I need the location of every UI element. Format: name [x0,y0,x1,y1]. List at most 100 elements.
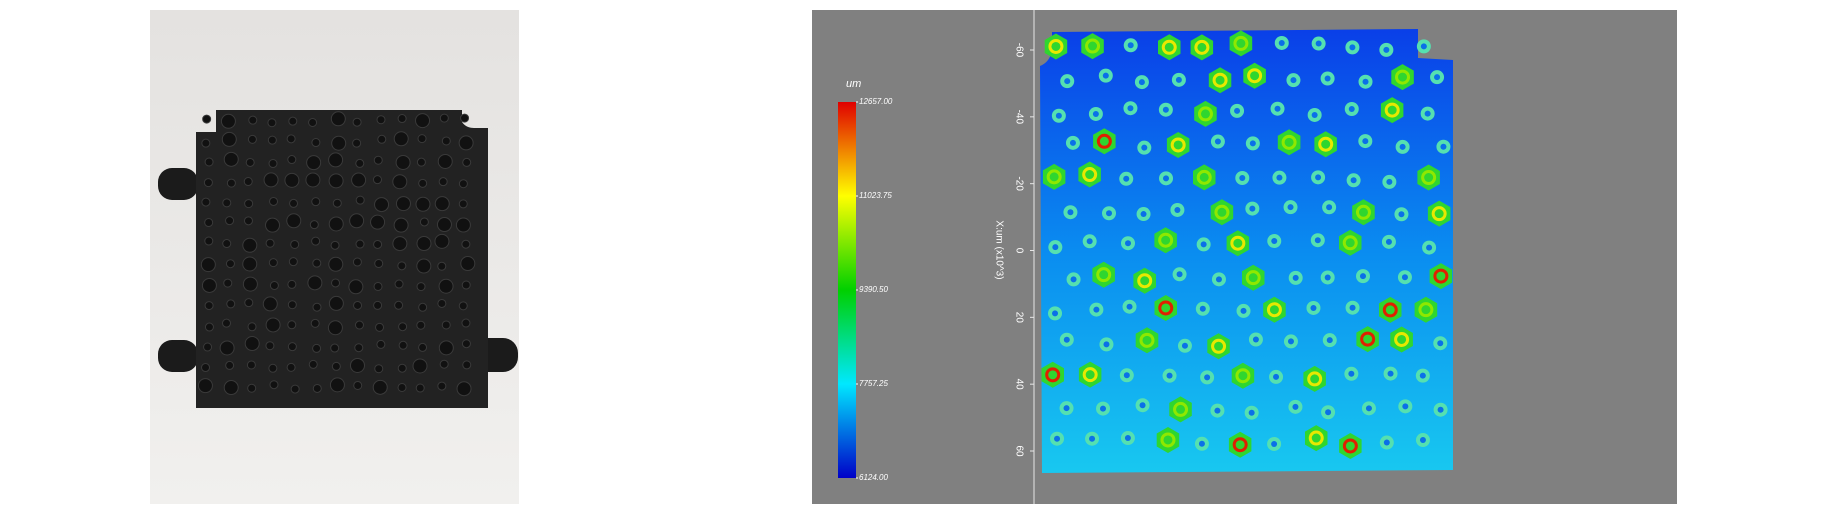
bump [355,158,365,168]
bump [377,134,387,144]
pin-center [1063,405,1070,412]
bump [286,134,296,144]
bump [288,257,298,267]
colorbar [838,102,856,478]
bump [201,197,211,207]
bump [376,339,386,349]
pin-center [1234,107,1241,114]
nut [1242,264,1265,291]
bump [269,380,279,390]
bump [223,380,239,396]
bump [373,300,383,310]
nut-ring [1170,137,1186,153]
pin-center [1278,39,1285,46]
bump [392,236,408,252]
nut-ring [1355,204,1371,220]
nut [1314,131,1337,158]
bump [222,318,232,328]
pin-center [1106,210,1113,217]
colorbar-label: 12657.00 [859,97,893,106]
bump [349,213,365,229]
bump [245,157,255,167]
pin-center [1215,276,1222,283]
pin-center [1093,306,1100,313]
pin-center [1162,106,1169,113]
nut [1305,425,1328,452]
bump [376,115,386,125]
bump [397,261,407,271]
bump [458,135,474,151]
bump [351,172,367,188]
bump [244,336,260,352]
bump [328,152,344,168]
photo [150,10,519,504]
bump [204,157,214,167]
bump [225,360,235,370]
bump [306,155,322,171]
pin-center [1140,211,1147,218]
bump [312,343,322,353]
nut-ring [1395,69,1411,85]
pin-center [1386,178,1393,185]
bump [247,134,257,144]
nut [1042,163,1066,190]
bump [437,298,447,308]
pin-center [1419,437,1426,444]
bump [287,279,297,289]
pin-center [1274,105,1281,112]
pin-center [1123,372,1130,379]
bump [312,302,322,312]
pin-center [1086,238,1093,245]
bump [202,114,212,124]
pin-center [1290,77,1297,84]
bump [219,340,235,356]
pin-center [1398,211,1405,218]
pin-center [1200,241,1207,248]
pin-center [1273,373,1280,380]
pin-center [1139,402,1146,409]
bump [415,196,431,212]
bump [268,363,278,373]
nut-ring [1161,39,1177,55]
pin-center [1324,274,1331,281]
bump [284,172,300,188]
bump [262,296,278,312]
nut [1092,261,1115,288]
pin-center [1349,44,1356,51]
colorbar-label: 9390.50 [859,285,888,294]
pin-center [1214,407,1221,414]
bump [331,278,341,288]
nut [1427,200,1451,227]
bump [222,239,232,249]
pin-center [1124,435,1131,442]
pin-center [1198,440,1205,447]
bump [204,301,214,311]
axis-tick-label: -40 [1013,110,1024,125]
pin-center [1204,374,1211,381]
nut [1041,361,1064,388]
pin-center [1437,406,1444,413]
nut [1154,227,1177,254]
bump [246,360,256,370]
bump [203,178,213,188]
bump [330,343,340,353]
bump [352,117,362,127]
bump [352,257,362,267]
nut [1156,427,1180,453]
nut [1379,296,1402,323]
pin-center [1070,276,1077,283]
nut-ring [1433,268,1449,284]
pin-center [1239,174,1246,181]
pin-center [1387,370,1394,377]
nut-ring [1048,38,1064,54]
bump [392,174,408,190]
pin-center [1362,138,1369,145]
pin-center [1126,303,1133,310]
nut [1303,365,1326,392]
bump [416,282,426,292]
nut-ring [1245,270,1261,286]
pin-center [1365,405,1372,412]
pin-center [1064,78,1071,85]
nut-ring [1158,300,1174,316]
bump [204,218,214,228]
